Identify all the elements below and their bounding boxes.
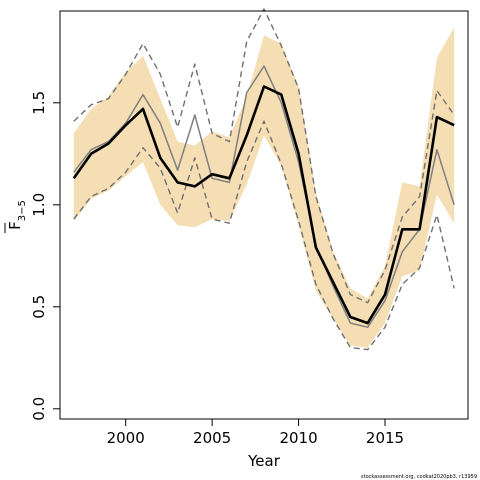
x-tick-label: 2015 [366,429,404,447]
x-axis: 2000 2005 2010 2015 [107,418,404,447]
y-axis-title-main: F [6,221,24,230]
y-tick-label: 1.0 [30,193,48,217]
x-tick-label: 2000 [107,429,145,447]
y-tick-label: 0.0 [30,397,48,421]
y-tick-label: 0.5 [30,295,48,319]
x-tick-label: 2005 [193,429,231,447]
svg-text:F3−5: F3−5 [6,200,28,230]
y-axis-title-subscript: 3−5 [17,200,28,221]
plot-area [72,8,455,351]
y-axis: 0.0 0.5 1.0 1.5 [30,91,61,421]
credit-text: stockassessment.org, codkat2020pb3, r139… [361,474,477,480]
confidence-band [73,27,455,348]
main-estimate-line [72,85,455,325]
y-axis-title: F3−5 [6,200,28,230]
dashed-upper-line [73,8,455,304]
x-axis-title: Year [247,452,281,470]
grey-estimate-line [73,65,455,328]
y-tick-label: 1.5 [30,91,48,115]
x-tick-label: 2010 [279,429,317,447]
dashed-lower-line [73,120,455,351]
